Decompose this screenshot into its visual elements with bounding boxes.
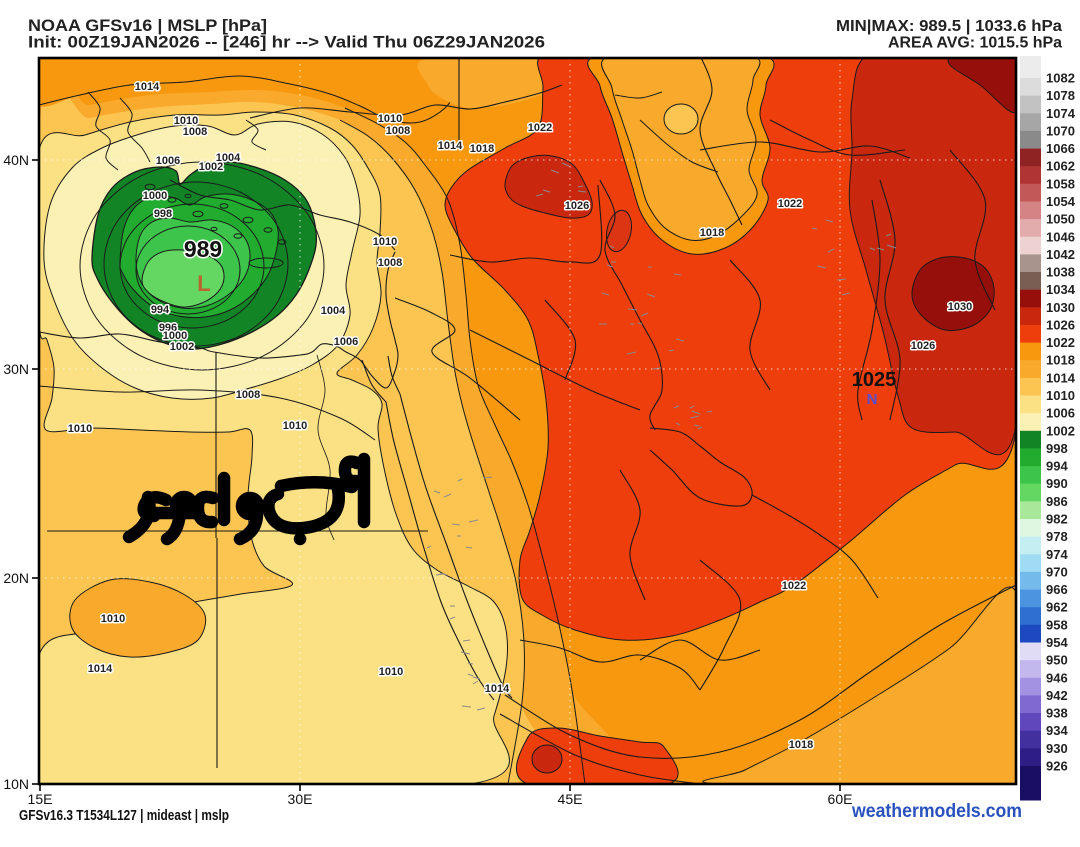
svg-text:986: 986 <box>1046 494 1068 509</box>
svg-text:30N: 30N <box>3 361 29 377</box>
svg-text:998: 998 <box>154 208 172 220</box>
svg-text:30E: 30E <box>288 791 313 807</box>
svg-text:1062: 1062 <box>1046 159 1075 174</box>
svg-text:1002: 1002 <box>170 341 194 353</box>
svg-text:989: 989 <box>184 236 222 262</box>
svg-text:1030: 1030 <box>948 301 972 313</box>
svg-text:990: 990 <box>1046 476 1068 491</box>
svg-text:1046: 1046 <box>1046 229 1075 244</box>
svg-text:1004: 1004 <box>216 152 241 164</box>
svg-text:1022: 1022 <box>528 122 552 134</box>
svg-text:1010: 1010 <box>378 113 402 125</box>
svg-text:1008: 1008 <box>378 257 402 269</box>
svg-text:1022: 1022 <box>778 198 802 210</box>
svg-text:958: 958 <box>1046 617 1068 632</box>
svg-text:982: 982 <box>1046 512 1068 527</box>
svg-text:40N: 40N <box>3 152 29 168</box>
svg-text:1034: 1034 <box>1046 282 1076 297</box>
svg-text:926: 926 <box>1046 759 1068 774</box>
svg-text:20N: 20N <box>3 570 29 586</box>
svg-text:1010: 1010 <box>379 666 403 678</box>
svg-text:1082: 1082 <box>1046 71 1075 86</box>
svg-text:1026: 1026 <box>565 200 589 212</box>
svg-text:1006: 1006 <box>1046 406 1075 421</box>
svg-text:weathermodels.com: weathermodels.com <box>851 800 1022 822</box>
svg-text:994: 994 <box>151 304 170 316</box>
svg-text:1026: 1026 <box>1046 318 1075 333</box>
svg-text:1025: 1025 <box>852 369 897 391</box>
svg-text:1054: 1054 <box>1046 194 1076 209</box>
svg-text:1010: 1010 <box>283 420 307 432</box>
svg-text:950: 950 <box>1046 653 1068 668</box>
svg-text:60E: 60E <box>828 791 853 807</box>
svg-text:1014: 1014 <box>485 683 510 695</box>
svg-text:942: 942 <box>1046 688 1068 703</box>
svg-text:1014: 1014 <box>135 81 160 93</box>
svg-text:1010: 1010 <box>1046 388 1075 403</box>
svg-text:1010: 1010 <box>68 423 92 435</box>
svg-text:970: 970 <box>1046 564 1068 579</box>
svg-text:1070: 1070 <box>1046 123 1075 138</box>
svg-text:1010: 1010 <box>101 613 125 625</box>
svg-text:1006: 1006 <box>334 336 358 348</box>
svg-text:1002: 1002 <box>1046 423 1075 438</box>
svg-text:1014: 1014 <box>438 140 463 152</box>
svg-text:15E: 15E <box>28 791 53 807</box>
svg-text:1018: 1018 <box>789 739 813 751</box>
svg-text:1008: 1008 <box>236 389 260 401</box>
svg-text:1018: 1018 <box>700 227 724 239</box>
svg-text:930: 930 <box>1046 741 1068 756</box>
svg-text:L: L <box>197 271 210 296</box>
svg-text:1038: 1038 <box>1046 265 1075 280</box>
svg-text:1018: 1018 <box>1046 353 1075 368</box>
svg-text:GFSv16.3 T1534L127 | mideast |: GFSv16.3 T1534L127 | mideast | mslp <box>19 808 229 824</box>
svg-text:962: 962 <box>1046 600 1068 615</box>
svg-text:1074: 1074 <box>1046 106 1076 121</box>
svg-text:934: 934 <box>1046 723 1068 738</box>
svg-text:1000: 1000 <box>163 330 187 342</box>
svg-text:996: 996 <box>159 322 177 334</box>
svg-text:966: 966 <box>1046 582 1068 597</box>
svg-text:1058: 1058 <box>1046 176 1075 191</box>
svg-text:1002: 1002 <box>199 161 223 173</box>
svg-text:998: 998 <box>1046 441 1068 456</box>
svg-text:1022: 1022 <box>782 580 806 592</box>
svg-text:N: N <box>867 391 878 408</box>
svg-text:1008: 1008 <box>386 125 410 137</box>
svg-text:1042: 1042 <box>1046 247 1075 262</box>
svg-text:1014: 1014 <box>88 663 113 675</box>
svg-text:1000: 1000 <box>143 190 167 202</box>
svg-text:NOAA GFSv16 | MSLP [hPa]: NOAA GFSv16 | MSLP [hPa] <box>28 17 267 35</box>
svg-text:1050: 1050 <box>1046 212 1075 227</box>
svg-text:994: 994 <box>1046 459 1068 474</box>
svg-text:1022: 1022 <box>1046 335 1075 350</box>
svg-text:946: 946 <box>1046 670 1068 685</box>
svg-text:1008: 1008 <box>183 126 207 138</box>
svg-text:45E: 45E <box>558 791 583 807</box>
svg-text:974: 974 <box>1046 547 1068 562</box>
svg-text:1030: 1030 <box>1046 300 1075 315</box>
svg-text:954: 954 <box>1046 635 1068 650</box>
svg-text:1014: 1014 <box>1046 370 1076 385</box>
svg-text:1010: 1010 <box>174 115 198 127</box>
svg-text:1006: 1006 <box>156 155 180 167</box>
svg-text:1066: 1066 <box>1046 141 1075 156</box>
svg-text:Init: 00Z19JAN2026 -- [246] hr: Init: 00Z19JAN2026 -- [246] hr --> Valid… <box>28 34 545 52</box>
svg-text:1026: 1026 <box>911 340 935 352</box>
svg-text:1018: 1018 <box>470 143 494 155</box>
svg-text:10N: 10N <box>3 776 29 792</box>
svg-text:978: 978 <box>1046 529 1068 544</box>
svg-text:1004: 1004 <box>321 305 346 317</box>
svg-text:AREA AVG: 1015.5 hPa: AREA AVG: 1015.5 hPa <box>888 35 1062 52</box>
svg-text:MIN|MAX: 989.5 | 1033.6 hPa: MIN|MAX: 989.5 | 1033.6 hPa <box>836 18 1062 35</box>
svg-text:938: 938 <box>1046 706 1068 721</box>
svg-text:1078: 1078 <box>1046 88 1075 103</box>
svg-text:1010: 1010 <box>373 236 397 248</box>
